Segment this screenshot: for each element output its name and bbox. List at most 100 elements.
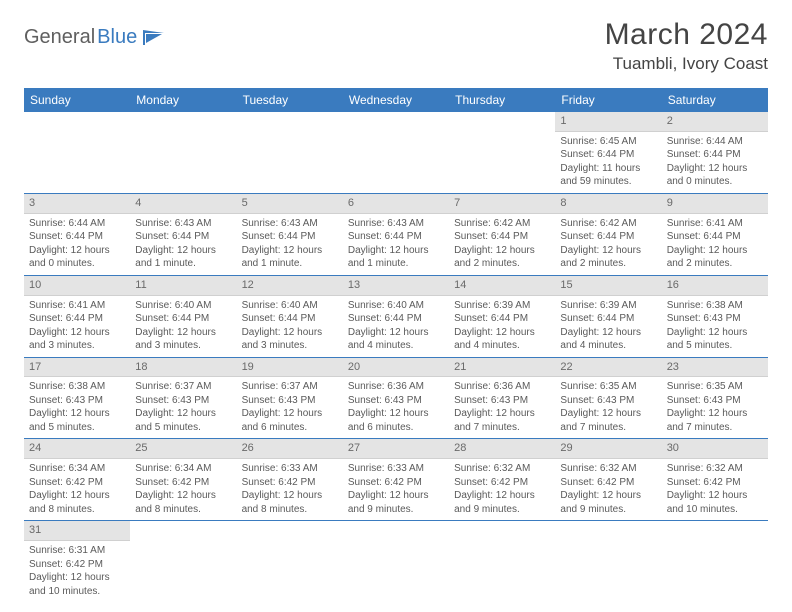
sunrise-line: Sunrise: 6:36 AM bbox=[348, 380, 444, 394]
day-body: Sunrise: 6:32 AMSunset: 6:42 PMDaylight:… bbox=[555, 459, 661, 520]
daylight-line: Daylight: 11 hours and 59 minutes. bbox=[560, 162, 656, 189]
daylight-line: Daylight: 12 hours and 0 minutes. bbox=[29, 244, 125, 271]
sunset-line: Sunset: 6:43 PM bbox=[29, 394, 125, 408]
day-number: 24 bbox=[24, 439, 130, 459]
day-number: 8 bbox=[555, 194, 661, 214]
sunset-line: Sunset: 6:44 PM bbox=[135, 312, 231, 326]
day-body: Sunrise: 6:32 AMSunset: 6:42 PMDaylight:… bbox=[449, 459, 555, 520]
calendar-cell-empty bbox=[237, 112, 343, 193]
day-number: 27 bbox=[343, 439, 449, 459]
day-number: 12 bbox=[237, 276, 343, 296]
sunrise-line: Sunrise: 6:39 AM bbox=[560, 299, 656, 313]
weekday-header: Saturday bbox=[662, 88, 768, 112]
sunrise-line: Sunrise: 6:33 AM bbox=[348, 462, 444, 476]
calendar-cell-empty bbox=[662, 521, 768, 602]
sunrise-line: Sunrise: 6:31 AM bbox=[29, 544, 125, 558]
daylight-line: Daylight: 12 hours and 4 minutes. bbox=[348, 326, 444, 353]
day-body: Sunrise: 6:38 AMSunset: 6:43 PMDaylight:… bbox=[662, 296, 768, 357]
weekday-header: Tuesday bbox=[237, 88, 343, 112]
sunset-line: Sunset: 6:43 PM bbox=[667, 312, 763, 326]
brand-logo: GeneralBlue bbox=[24, 18, 166, 49]
day-number: 16 bbox=[662, 276, 768, 296]
day-number: 20 bbox=[343, 358, 449, 378]
day-body: Sunrise: 6:38 AMSunset: 6:43 PMDaylight:… bbox=[24, 377, 130, 438]
day-body: Sunrise: 6:31 AMSunset: 6:42 PMDaylight:… bbox=[24, 541, 130, 602]
daylight-line: Daylight: 12 hours and 7 minutes. bbox=[454, 407, 550, 434]
calendar-cell-empty bbox=[343, 112, 449, 193]
day-body: Sunrise: 6:41 AMSunset: 6:44 PMDaylight:… bbox=[24, 296, 130, 357]
day-body: Sunrise: 6:36 AMSunset: 6:43 PMDaylight:… bbox=[449, 377, 555, 438]
sunrise-line: Sunrise: 6:39 AM bbox=[454, 299, 550, 313]
daylight-line: Daylight: 12 hours and 1 minute. bbox=[135, 244, 231, 271]
sunset-line: Sunset: 6:44 PM bbox=[29, 230, 125, 244]
calendar-cell: 9Sunrise: 6:41 AMSunset: 6:44 PMDaylight… bbox=[662, 193, 768, 275]
calendar-cell: 19Sunrise: 6:37 AMSunset: 6:43 PMDayligh… bbox=[237, 357, 343, 439]
daylight-line: Daylight: 12 hours and 3 minutes. bbox=[135, 326, 231, 353]
brand-blue: Blue bbox=[97, 26, 137, 49]
day-number: 4 bbox=[130, 194, 236, 214]
calendar-cell: 18Sunrise: 6:37 AMSunset: 6:43 PMDayligh… bbox=[130, 357, 236, 439]
daylight-line: Daylight: 12 hours and 7 minutes. bbox=[667, 407, 763, 434]
daylight-line: Daylight: 12 hours and 3 minutes. bbox=[29, 326, 125, 353]
sunrise-line: Sunrise: 6:45 AM bbox=[560, 135, 656, 149]
day-body: Sunrise: 6:34 AMSunset: 6:42 PMDaylight:… bbox=[24, 459, 130, 520]
calendar-cell-empty bbox=[449, 112, 555, 193]
daylight-line: Daylight: 12 hours and 3 minutes. bbox=[242, 326, 338, 353]
calendar-cell-empty bbox=[449, 521, 555, 602]
day-body: Sunrise: 6:35 AMSunset: 6:43 PMDaylight:… bbox=[662, 377, 768, 438]
day-body: Sunrise: 6:40 AMSunset: 6:44 PMDaylight:… bbox=[237, 296, 343, 357]
day-number: 5 bbox=[237, 194, 343, 214]
sunset-line: Sunset: 6:42 PM bbox=[348, 476, 444, 490]
weekday-header: Monday bbox=[130, 88, 236, 112]
calendar-head: SundayMondayTuesdayWednesdayThursdayFrid… bbox=[24, 88, 768, 112]
calendar-cell: 26Sunrise: 6:33 AMSunset: 6:42 PMDayligh… bbox=[237, 439, 343, 521]
sunset-line: Sunset: 6:42 PM bbox=[29, 476, 125, 490]
calendar-cell-empty bbox=[130, 112, 236, 193]
sunset-line: Sunset: 6:43 PM bbox=[454, 394, 550, 408]
calendar-cell: 31Sunrise: 6:31 AMSunset: 6:42 PMDayligh… bbox=[24, 521, 130, 602]
day-body: Sunrise: 6:42 AMSunset: 6:44 PMDaylight:… bbox=[449, 214, 555, 275]
calendar-cell: 27Sunrise: 6:33 AMSunset: 6:42 PMDayligh… bbox=[343, 439, 449, 521]
weekday-header: Sunday bbox=[24, 88, 130, 112]
sunset-line: Sunset: 6:42 PM bbox=[135, 476, 231, 490]
calendar-cell: 30Sunrise: 6:32 AMSunset: 6:42 PMDayligh… bbox=[662, 439, 768, 521]
day-body: Sunrise: 6:40 AMSunset: 6:44 PMDaylight:… bbox=[343, 296, 449, 357]
calendar-cell: 7Sunrise: 6:42 AMSunset: 6:44 PMDaylight… bbox=[449, 193, 555, 275]
daylight-line: Daylight: 12 hours and 5 minutes. bbox=[29, 407, 125, 434]
title-block: March 2024 Tuambli, Ivory Coast bbox=[605, 18, 768, 74]
calendar-cell: 13Sunrise: 6:40 AMSunset: 6:44 PMDayligh… bbox=[343, 275, 449, 357]
sunrise-line: Sunrise: 6:36 AM bbox=[454, 380, 550, 394]
sunset-line: Sunset: 6:43 PM bbox=[135, 394, 231, 408]
calendar-cell-empty bbox=[24, 112, 130, 193]
sunset-line: Sunset: 6:43 PM bbox=[348, 394, 444, 408]
month-title: March 2024 bbox=[605, 18, 768, 52]
day-number: 18 bbox=[130, 358, 236, 378]
sunrise-line: Sunrise: 6:37 AM bbox=[135, 380, 231, 394]
day-number: 11 bbox=[130, 276, 236, 296]
day-body: Sunrise: 6:43 AMSunset: 6:44 PMDaylight:… bbox=[130, 214, 236, 275]
sunset-line: Sunset: 6:44 PM bbox=[667, 230, 763, 244]
daylight-line: Daylight: 12 hours and 4 minutes. bbox=[454, 326, 550, 353]
day-number: 25 bbox=[130, 439, 236, 459]
day-body: Sunrise: 6:39 AMSunset: 6:44 PMDaylight:… bbox=[449, 296, 555, 357]
sunrise-line: Sunrise: 6:32 AM bbox=[560, 462, 656, 476]
sunset-line: Sunset: 6:44 PM bbox=[560, 148, 656, 162]
sunrise-line: Sunrise: 6:34 AM bbox=[29, 462, 125, 476]
daylight-line: Daylight: 12 hours and 9 minutes. bbox=[454, 489, 550, 516]
calendar-cell: 29Sunrise: 6:32 AMSunset: 6:42 PMDayligh… bbox=[555, 439, 661, 521]
sunrise-line: Sunrise: 6:37 AM bbox=[242, 380, 338, 394]
sunrise-line: Sunrise: 6:40 AM bbox=[348, 299, 444, 313]
sunset-line: Sunset: 6:42 PM bbox=[454, 476, 550, 490]
daylight-line: Daylight: 12 hours and 4 minutes. bbox=[560, 326, 656, 353]
day-body: Sunrise: 6:41 AMSunset: 6:44 PMDaylight:… bbox=[662, 214, 768, 275]
calendar-cell: 17Sunrise: 6:38 AMSunset: 6:43 PMDayligh… bbox=[24, 357, 130, 439]
day-number: 31 bbox=[24, 521, 130, 541]
sunset-line: Sunset: 6:44 PM bbox=[560, 312, 656, 326]
sunrise-line: Sunrise: 6:42 AM bbox=[560, 217, 656, 231]
sunset-line: Sunset: 6:44 PM bbox=[667, 148, 763, 162]
daylight-line: Daylight: 12 hours and 1 minute. bbox=[348, 244, 444, 271]
calendar-cell: 10Sunrise: 6:41 AMSunset: 6:44 PMDayligh… bbox=[24, 275, 130, 357]
day-body: Sunrise: 6:44 AMSunset: 6:44 PMDaylight:… bbox=[662, 132, 768, 193]
daylight-line: Daylight: 12 hours and 8 minutes. bbox=[135, 489, 231, 516]
day-body: Sunrise: 6:43 AMSunset: 6:44 PMDaylight:… bbox=[343, 214, 449, 275]
